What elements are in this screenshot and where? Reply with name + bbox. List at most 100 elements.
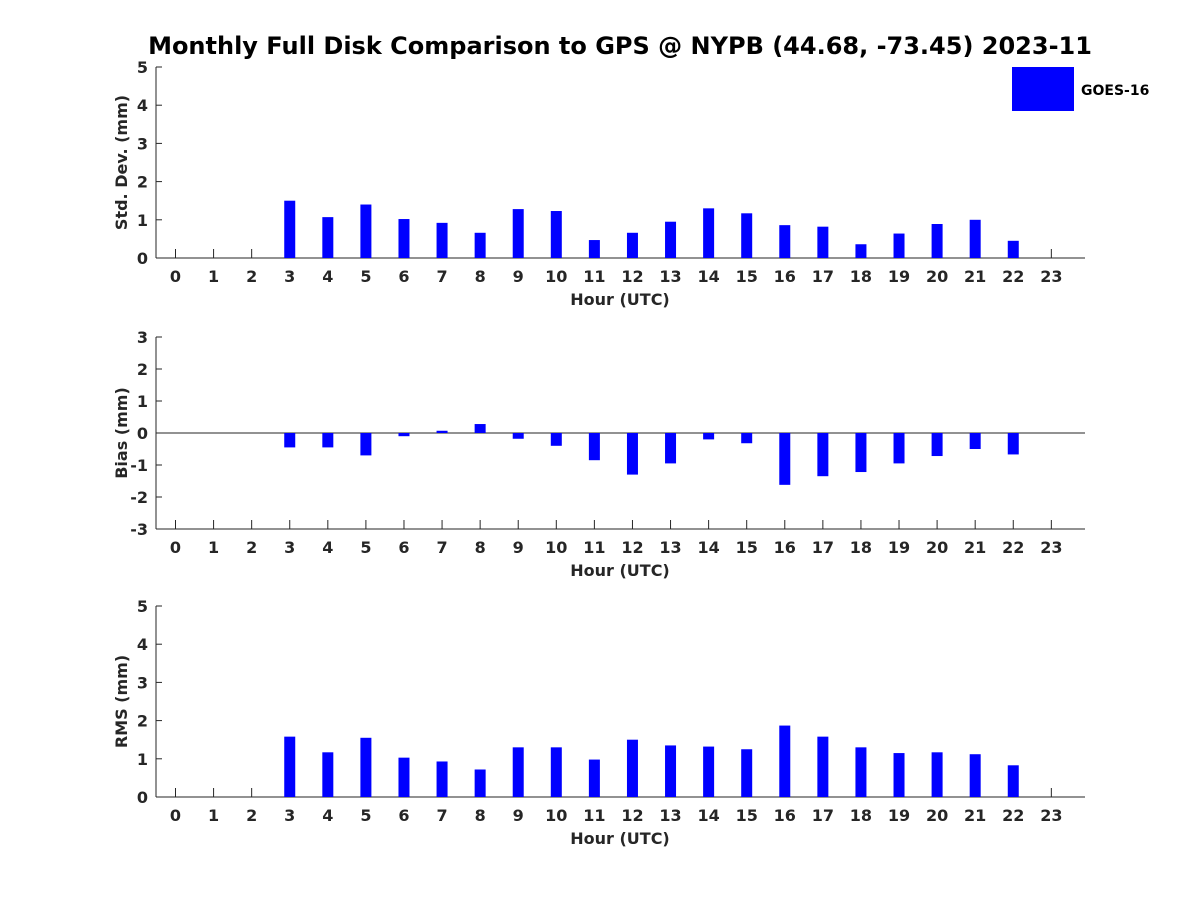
bar-hour-15 xyxy=(741,433,753,444)
bar-hour-12 xyxy=(626,232,638,258)
x-tick-label: 11 xyxy=(583,806,605,825)
x-tick-label: 1 xyxy=(208,806,219,825)
bar-hour-12 xyxy=(626,739,638,797)
bar-hour-13 xyxy=(665,221,677,258)
bar-hour-20 xyxy=(931,224,943,258)
bar-hour-15 xyxy=(741,213,753,258)
x-tick-label: 17 xyxy=(812,806,834,825)
y-tick-label: 2 xyxy=(137,360,148,379)
x-tick-label: 22 xyxy=(1002,806,1024,825)
bar-hour-6 xyxy=(398,219,410,258)
x-tick-label: 17 xyxy=(812,267,834,286)
y-tick-label: 4 xyxy=(137,96,148,115)
bar-hour-21 xyxy=(969,754,981,797)
y-tick-label: -3 xyxy=(130,520,148,539)
x-tick-label: 15 xyxy=(736,267,758,286)
y-tick-label: 4 xyxy=(137,635,148,654)
legend: GOES-16 xyxy=(1012,67,1149,111)
x-tick-label: 16 xyxy=(774,267,796,286)
x-tick-label: 18 xyxy=(850,267,872,286)
x-tick-label: 23 xyxy=(1040,538,1062,557)
bar-hour-8 xyxy=(474,232,486,258)
y-tick-label: 2 xyxy=(137,712,148,731)
bar-hour-19 xyxy=(893,233,905,258)
bar-hour-10 xyxy=(550,433,562,446)
bar-hour-10 xyxy=(550,211,562,258)
x-tick-label: 17 xyxy=(812,538,834,557)
bar-hour-15 xyxy=(741,749,753,797)
bar-hour-8 xyxy=(474,769,486,797)
x-tick-label: 15 xyxy=(736,806,758,825)
y-tick-label: 3 xyxy=(137,328,148,347)
x-axis-label: Hour (UTC) xyxy=(570,561,670,580)
bar-hour-22 xyxy=(1007,765,1019,797)
x-tick-label: 13 xyxy=(659,806,681,825)
x-tick-label: 5 xyxy=(360,806,371,825)
x-tick-label: 10 xyxy=(545,806,567,825)
x-tick-label: 20 xyxy=(926,267,948,286)
bar-hour-3 xyxy=(284,736,296,797)
x-tick-label: 22 xyxy=(1002,538,1024,557)
y-tick-label: -2 xyxy=(130,488,148,507)
bar-hour-9 xyxy=(512,433,524,439)
x-tick-label: 9 xyxy=(513,267,524,286)
bar-hour-5 xyxy=(360,204,372,258)
x-tick-label: 2 xyxy=(246,806,257,825)
bar-hour-16 xyxy=(779,225,791,258)
x-tick-label: 0 xyxy=(170,806,181,825)
bar-hour-13 xyxy=(665,433,677,464)
x-tick-label: 2 xyxy=(246,267,257,286)
x-tick-label: 7 xyxy=(436,267,447,286)
x-tick-label: 11 xyxy=(583,267,605,286)
bar-hour-19 xyxy=(893,433,905,464)
y-tick-label: 3 xyxy=(137,134,148,153)
bar-hour-11 xyxy=(588,759,600,797)
bar-hour-11 xyxy=(588,433,600,461)
x-tick-label: 0 xyxy=(170,267,181,286)
x-tick-label: 1 xyxy=(208,267,219,286)
x-tick-label: 21 xyxy=(964,538,986,557)
x-tick-label: 9 xyxy=(513,806,524,825)
bar-hour-16 xyxy=(779,433,791,485)
chart-title: Monthly Full Disk Comparison to GPS @ NY… xyxy=(148,32,1092,60)
x-tick-label: 4 xyxy=(322,267,333,286)
x-tick-label: 7 xyxy=(436,806,447,825)
x-tick-label: 6 xyxy=(398,538,409,557)
x-tick-label: 15 xyxy=(736,538,758,557)
x-tick-label: 8 xyxy=(475,538,486,557)
bar-hour-19 xyxy=(893,753,905,797)
bar-hour-21 xyxy=(969,219,981,258)
x-tick-label: 8 xyxy=(475,267,486,286)
x-tick-label: 7 xyxy=(436,538,447,557)
bar-hour-13 xyxy=(665,745,677,797)
y-tick-label: 1 xyxy=(137,750,148,769)
x-tick-label: 3 xyxy=(284,267,295,286)
bar-hour-7 xyxy=(436,222,448,258)
x-axis-label: Hour (UTC) xyxy=(570,829,670,848)
y-tick-label: 1 xyxy=(137,211,148,230)
bar-hour-20 xyxy=(931,752,943,797)
y-axis-label: Bias (mm) xyxy=(112,387,131,479)
x-tick-label: 4 xyxy=(322,538,333,557)
x-tick-label: 1 xyxy=(208,538,219,557)
bar-hour-11 xyxy=(588,240,600,258)
y-tick-label: 2 xyxy=(137,173,148,192)
bar-hour-14 xyxy=(703,208,715,258)
x-tick-label: 4 xyxy=(322,806,333,825)
x-tick-label: 19 xyxy=(888,538,910,557)
bar-hour-5 xyxy=(360,737,372,797)
x-tick-label: 20 xyxy=(926,806,948,825)
x-tick-label: 9 xyxy=(513,538,524,557)
bar-hour-22 xyxy=(1007,433,1019,455)
bar-hour-7 xyxy=(436,761,448,797)
y-tick-label: 3 xyxy=(137,673,148,692)
bar-hour-21 xyxy=(969,433,981,449)
x-tick-label: 6 xyxy=(398,806,409,825)
x-tick-label: 12 xyxy=(621,806,643,825)
x-tick-label: 5 xyxy=(360,538,371,557)
y-tick-label: 0 xyxy=(137,788,148,807)
